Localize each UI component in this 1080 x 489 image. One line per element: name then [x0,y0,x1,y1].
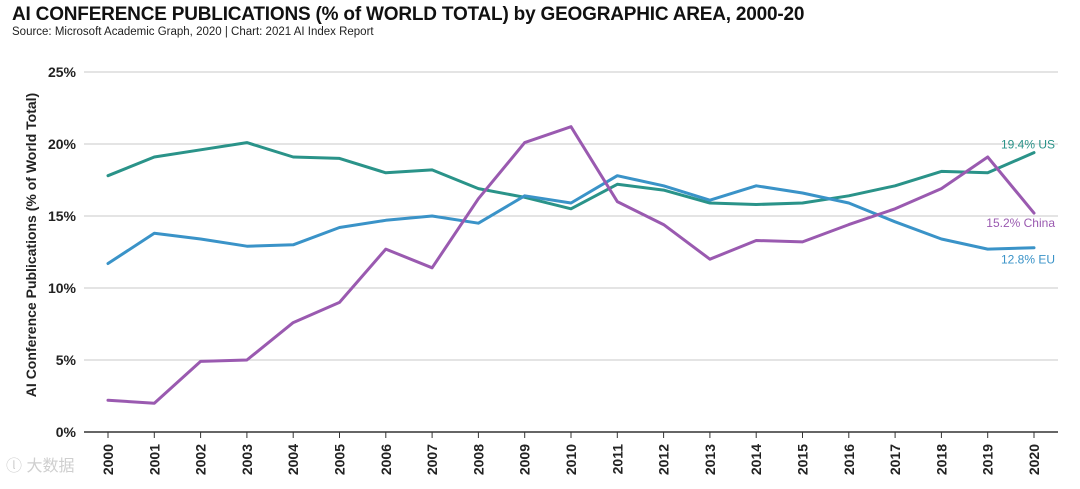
y-tick-label: 5% [56,352,77,368]
x-tick-label: 2016 [841,444,857,475]
chart-source: Source: Microsoft Academic Graph, 2020 |… [12,26,374,38]
x-tick-label: 2007 [424,444,440,475]
x-tick-label: 2011 [609,444,625,475]
x-tick-label: 2019 [980,444,996,475]
x-tick-label: 2005 [332,444,348,475]
x-tick-label: 2006 [378,444,394,475]
x-tick-label: 2015 [795,444,811,475]
series-line-china [106,125,1036,405]
chart-title: AI CONFERENCE PUBLICATIONS (% of WORLD T… [12,4,805,25]
end-label-us: 19.4% US [1001,138,1055,152]
end-label-eu: 12.8% EU [1001,253,1055,267]
watermark: ⓛ 大数据 [6,458,75,475]
x-tick-label: 2003 [239,444,255,475]
series-line-us [106,141,1036,211]
x-tick-label: 2010 [563,444,579,475]
x-tick-label: 2018 [933,444,949,475]
y-tick-label: 25% [48,64,77,80]
x-tick-label: 2013 [702,444,718,475]
x-tick-label: 2009 [517,444,533,475]
y-tick-label: 0% [56,424,77,440]
series-end-labels: 19.4% US 12.8% EU 15.2% China [986,138,1055,267]
y-axis-label: AI Conference Publications (% of World T… [23,93,39,397]
y-tick-label: 20% [48,136,77,152]
x-tick-label: 2000 [100,444,116,475]
x-tick-label: 2001 [146,444,162,475]
x-tick-label: 2002 [193,444,209,475]
x-tick-label: 2014 [748,444,764,475]
x-axis-ticks: 2000 2001 2002 2003 2004 2005 2006 2007 2008 2009… [100,432,1042,475]
y-tick-label: 15% [48,208,77,224]
x-tick-label: 2020 [1026,444,1042,475]
x-tick-label: 2017 [887,444,903,475]
end-label-china: 15.2% China [986,216,1055,230]
y-axis-ticks: 0% 5% 10% 15% 20% 25% [48,64,77,440]
x-tick-label: 2008 [470,444,486,475]
x-tick-label: 2012 [656,444,672,475]
series-line-eu [106,174,1036,265]
series-lines [106,125,1036,405]
x-tick-label: 2004 [285,444,301,475]
y-tick-label: 10% [48,280,77,296]
